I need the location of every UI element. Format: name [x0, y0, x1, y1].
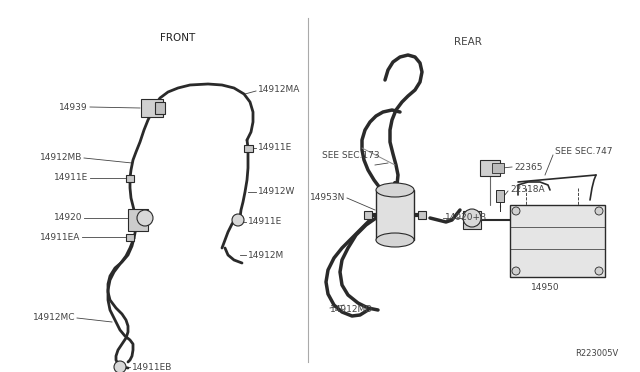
Text: 22365: 22365	[514, 163, 543, 171]
Text: 14920: 14920	[54, 214, 82, 222]
Text: 14911E: 14911E	[258, 144, 292, 153]
Text: REAR: REAR	[454, 37, 482, 47]
Text: 22318A: 22318A	[510, 186, 545, 195]
Text: SEE SEC.747: SEE SEC.747	[555, 148, 612, 157]
Bar	[463, 211, 481, 229]
Bar	[492, 163, 504, 173]
Bar	[155, 102, 165, 114]
Circle shape	[232, 214, 244, 226]
Circle shape	[512, 267, 520, 275]
Circle shape	[114, 361, 126, 372]
Text: 14912M: 14912M	[248, 250, 284, 260]
Bar	[496, 190, 504, 202]
Bar	[509, 205, 605, 277]
Text: 14953N: 14953N	[310, 193, 345, 202]
Circle shape	[137, 210, 153, 226]
Bar	[243, 144, 253, 151]
Ellipse shape	[376, 233, 414, 247]
Text: FRONT: FRONT	[161, 33, 196, 43]
Text: 14912MC: 14912MC	[33, 314, 75, 323]
Text: 14912MD: 14912MD	[330, 305, 373, 314]
Text: 14920+B: 14920+B	[445, 214, 487, 222]
Text: 14912W: 14912W	[258, 187, 296, 196]
Text: SEE SEC.173: SEE SEC.173	[322, 151, 380, 160]
Circle shape	[512, 207, 520, 215]
Text: 14950: 14950	[531, 283, 559, 292]
Text: 14911EB: 14911EB	[132, 362, 172, 372]
Text: 14911E: 14911E	[54, 173, 88, 183]
Circle shape	[595, 267, 603, 275]
Text: R223005V: R223005V	[575, 349, 618, 358]
Text: 14939: 14939	[60, 103, 88, 112]
Circle shape	[463, 209, 481, 227]
Text: 14911EA: 14911EA	[40, 232, 80, 241]
Text: 14912MA: 14912MA	[258, 86, 300, 94]
Text: 14911E: 14911E	[248, 218, 282, 227]
Bar	[126, 234, 134, 241]
Text: 14912MB: 14912MB	[40, 154, 82, 163]
Circle shape	[595, 207, 603, 215]
Bar	[126, 174, 134, 182]
Bar	[128, 209, 148, 231]
Ellipse shape	[376, 183, 414, 197]
Bar	[480, 160, 500, 176]
Bar	[376, 190, 414, 240]
Bar	[141, 99, 163, 117]
Bar	[418, 211, 426, 219]
Bar	[364, 211, 372, 219]
